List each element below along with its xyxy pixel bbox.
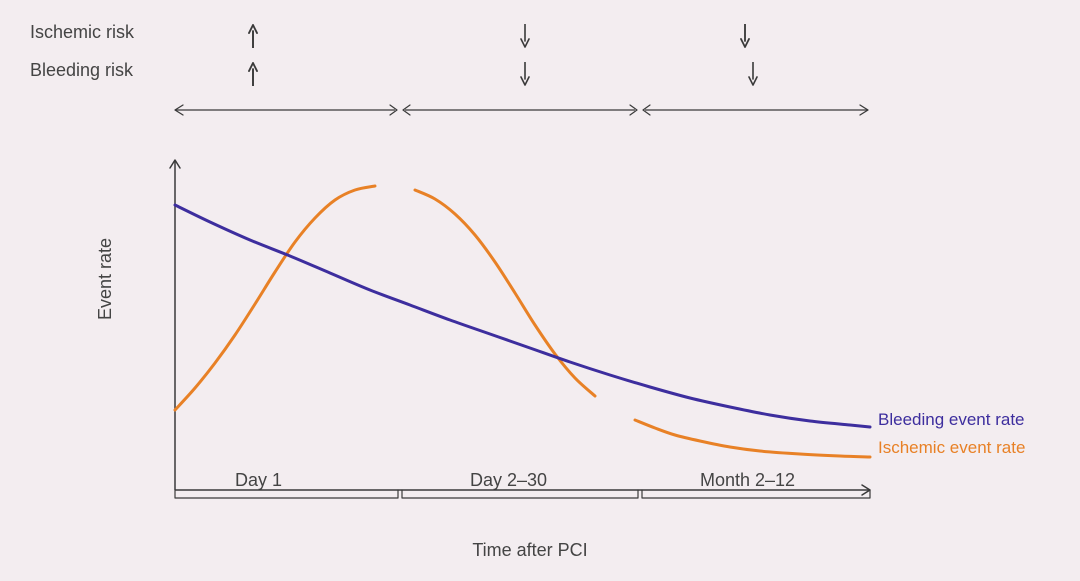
chart-svg (0, 0, 1080, 581)
